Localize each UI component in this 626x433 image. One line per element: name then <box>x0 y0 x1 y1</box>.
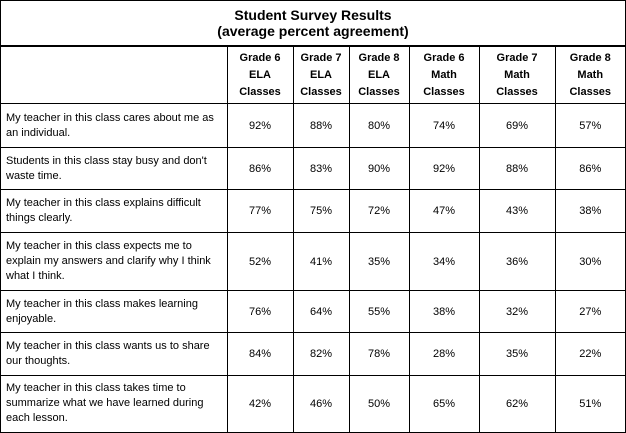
column-header-line: Grade 6 <box>423 51 465 64</box>
column-header: Grade 7 ELA Classes <box>292 46 350 104</box>
percent-cell: 92% <box>408 147 480 190</box>
percent-cell: 75% <box>292 189 350 233</box>
percent-cell: 47% <box>408 189 480 233</box>
percent-cell: 74% <box>408 103 480 148</box>
percent-cell: 86% <box>554 147 625 190</box>
table-row: My teacher in this class takes time to s… <box>1 375 625 432</box>
percent-cell: 82% <box>292 332 350 376</box>
column-header-line: Classes <box>569 85 612 98</box>
percent-cell: 64% <box>292 290 350 333</box>
percent-cell: 57% <box>554 103 625 148</box>
survey-question: My teacher in this class expects me to e… <box>1 232 228 291</box>
column-header: Grade 7 Math Classes <box>478 46 556 104</box>
table-subtitle: (average percent agreement) <box>217 23 409 39</box>
survey-question: My teacher in this class takes time to s… <box>1 375 228 432</box>
percent-cell: 32% <box>478 290 556 333</box>
survey-question: My teacher in this class makes learning … <box>1 290 228 333</box>
percent-cell: 65% <box>408 375 480 432</box>
column-header-line: Math <box>577 68 604 81</box>
percent-cell: 38% <box>408 290 480 333</box>
table-row: My teacher in this class wants us to sha… <box>1 332 625 376</box>
percent-cell: 69% <box>478 103 556 148</box>
percent-cell: 50% <box>348 375 410 432</box>
table-title-box: Student Survey Results (average percent … <box>1 1 625 46</box>
header-row: Grade 6 ELA Classes Grade 7 ELA Classes Grade … <box>1 46 625 104</box>
column-header-line: Classes <box>496 85 538 98</box>
percent-cell: 80% <box>348 103 410 148</box>
percent-cell: 35% <box>348 232 410 291</box>
survey-question: My teacher in this class cares about me … <box>1 103 228 148</box>
column-header-line: ELA <box>310 68 332 81</box>
percent-cell: 34% <box>408 232 480 291</box>
column-header-line: Classes <box>358 85 400 98</box>
percent-cell: 88% <box>292 103 350 148</box>
column-header-line: Grade 7 <box>300 51 342 64</box>
table-row: My teacher in this class expects me to e… <box>1 232 625 291</box>
column-header-line: Grade 8 <box>569 51 611 64</box>
table-body: My teacher in this class cares about me … <box>1 103 625 432</box>
column-header-line: Classes <box>300 85 342 98</box>
column-header: Grade 8 Math Classes <box>554 46 625 104</box>
survey-question: My teacher in this class wants us to sha… <box>1 332 228 376</box>
percent-cell: 46% <box>292 375 350 432</box>
column-header-line: Classes <box>239 85 281 98</box>
percent-cell: 76% <box>226 290 294 333</box>
column-header-line: Math <box>431 68 457 81</box>
percent-cell: 42% <box>226 375 294 432</box>
percent-cell: 90% <box>348 147 410 190</box>
percent-cell: 77% <box>226 189 294 233</box>
column-header: Grade 6 ELA Classes <box>226 46 294 104</box>
column-header: Grade 8 ELA Classes <box>348 46 410 104</box>
survey-question: Students in this class stay busy and don… <box>1 147 228 190</box>
percent-cell: 92% <box>226 103 294 148</box>
percent-cell: 83% <box>292 147 350 190</box>
survey-question: My teacher in this class explains diffic… <box>1 189 228 233</box>
table-row: My teacher in this class cares about me … <box>1 103 625 148</box>
percent-cell: 38% <box>554 189 625 233</box>
column-header-line: Grade 8 <box>358 51 400 64</box>
percent-cell: 84% <box>226 332 294 376</box>
column-header-line: ELA <box>249 68 271 81</box>
percent-cell: 35% <box>478 332 556 376</box>
percent-cell: 86% <box>226 147 294 190</box>
column-header-line: Math <box>504 68 530 81</box>
column-header-line: Classes <box>423 85 465 98</box>
column-header: Grade 6 Math Classes <box>408 46 480 104</box>
percent-cell: 78% <box>348 332 410 376</box>
percent-cell: 72% <box>348 189 410 233</box>
percent-cell: 43% <box>478 189 556 233</box>
percent-cell: 62% <box>478 375 556 432</box>
percent-cell: 41% <box>292 232 350 291</box>
column-header-line: Grade 7 <box>496 51 538 64</box>
column-header-line: ELA <box>368 68 390 81</box>
column-header-line: Grade 6 <box>239 51 281 64</box>
percent-cell: 88% <box>478 147 556 190</box>
table-row: Students in this class stay busy and don… <box>1 147 625 190</box>
percent-cell: 28% <box>408 332 480 376</box>
table-row: My teacher in this class explains diffic… <box>1 189 625 233</box>
percent-cell: 36% <box>478 232 556 291</box>
percent-cell: 22% <box>554 332 625 376</box>
percent-cell: 51% <box>554 375 625 432</box>
survey-results-table: Grade 6 ELA Classes Grade 7 ELA Classes Grade … <box>1 46 625 432</box>
percent-cell: 55% <box>348 290 410 333</box>
percent-cell: 52% <box>226 232 294 291</box>
percent-cell: 27% <box>554 290 625 333</box>
table-title: Student Survey Results <box>234 7 392 23</box>
table-row: My teacher in this class makes learning … <box>1 290 625 333</box>
percent-cell: 30% <box>554 232 625 291</box>
header-corner-cell <box>1 46 228 104</box>
